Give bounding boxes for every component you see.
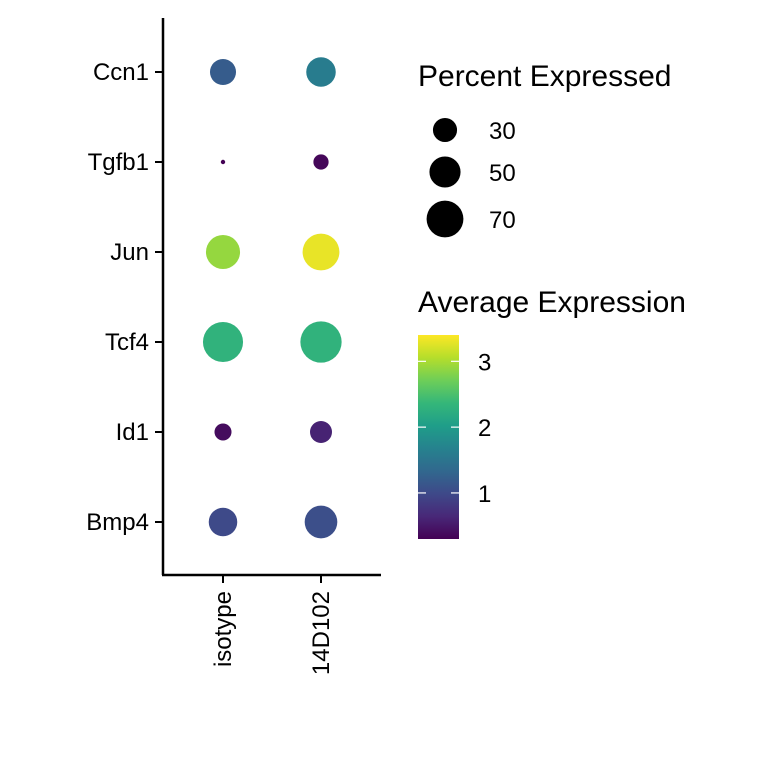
size-legend-label: 30 xyxy=(489,118,516,145)
size-legend-dot xyxy=(426,200,464,238)
y-tick-label: Ccn1 xyxy=(93,59,149,86)
color-bar-label: 1 xyxy=(478,481,491,508)
color-legend-title: Average Expression xyxy=(418,286,686,319)
color-legend: Average Expression 1 2 3 xyxy=(418,286,686,539)
y-tick-label: Id1 xyxy=(116,419,149,446)
color-bar xyxy=(418,335,459,539)
y-tick-label: Tgfb1 xyxy=(88,149,149,176)
size-legend-label: 50 xyxy=(489,160,516,187)
dot-ccn1-14d102 xyxy=(306,57,336,87)
axes xyxy=(161,18,381,577)
x-tick-label: 14D102 xyxy=(308,591,335,675)
y-tick-label: Jun xyxy=(110,239,149,266)
y-tick-label: Tcf4 xyxy=(105,329,149,356)
dot-id1-isotype xyxy=(214,423,232,441)
color-bar-label: 3 xyxy=(478,349,491,376)
x-tick-label: isotype xyxy=(210,591,237,667)
dots xyxy=(202,57,342,539)
size-legend-dot xyxy=(432,117,458,143)
dot-tgfb1-isotype xyxy=(220,159,226,165)
y-tick-label: Bmp4 xyxy=(86,509,149,536)
dot-tcf4-isotype xyxy=(202,321,244,363)
dot-bmp4-isotype xyxy=(208,507,238,537)
size-legend-dot xyxy=(429,156,461,188)
x-axis-ticks: isotype 14D102 xyxy=(210,575,335,675)
dot-jun-isotype xyxy=(205,234,241,270)
y-axis-ticks: Ccn1 Tgfb1 Jun Tcf4 Id1 Bmp4 xyxy=(86,59,163,536)
dot-bmp4-14d102 xyxy=(304,505,338,539)
dot-tcf4-14d102 xyxy=(300,321,342,363)
color-bar-label: 2 xyxy=(478,415,491,442)
dot-tgfb1-14d102 xyxy=(313,154,329,170)
size-legend-label: 70 xyxy=(489,207,516,234)
size-legend: Percent Expressed 30 50 70 xyxy=(418,60,671,238)
dot-id1-14d102 xyxy=(310,421,332,443)
dot-jun-14d102 xyxy=(302,233,340,271)
dot-ccn1-isotype xyxy=(209,58,237,86)
size-legend-title: Percent Expressed xyxy=(418,60,671,93)
